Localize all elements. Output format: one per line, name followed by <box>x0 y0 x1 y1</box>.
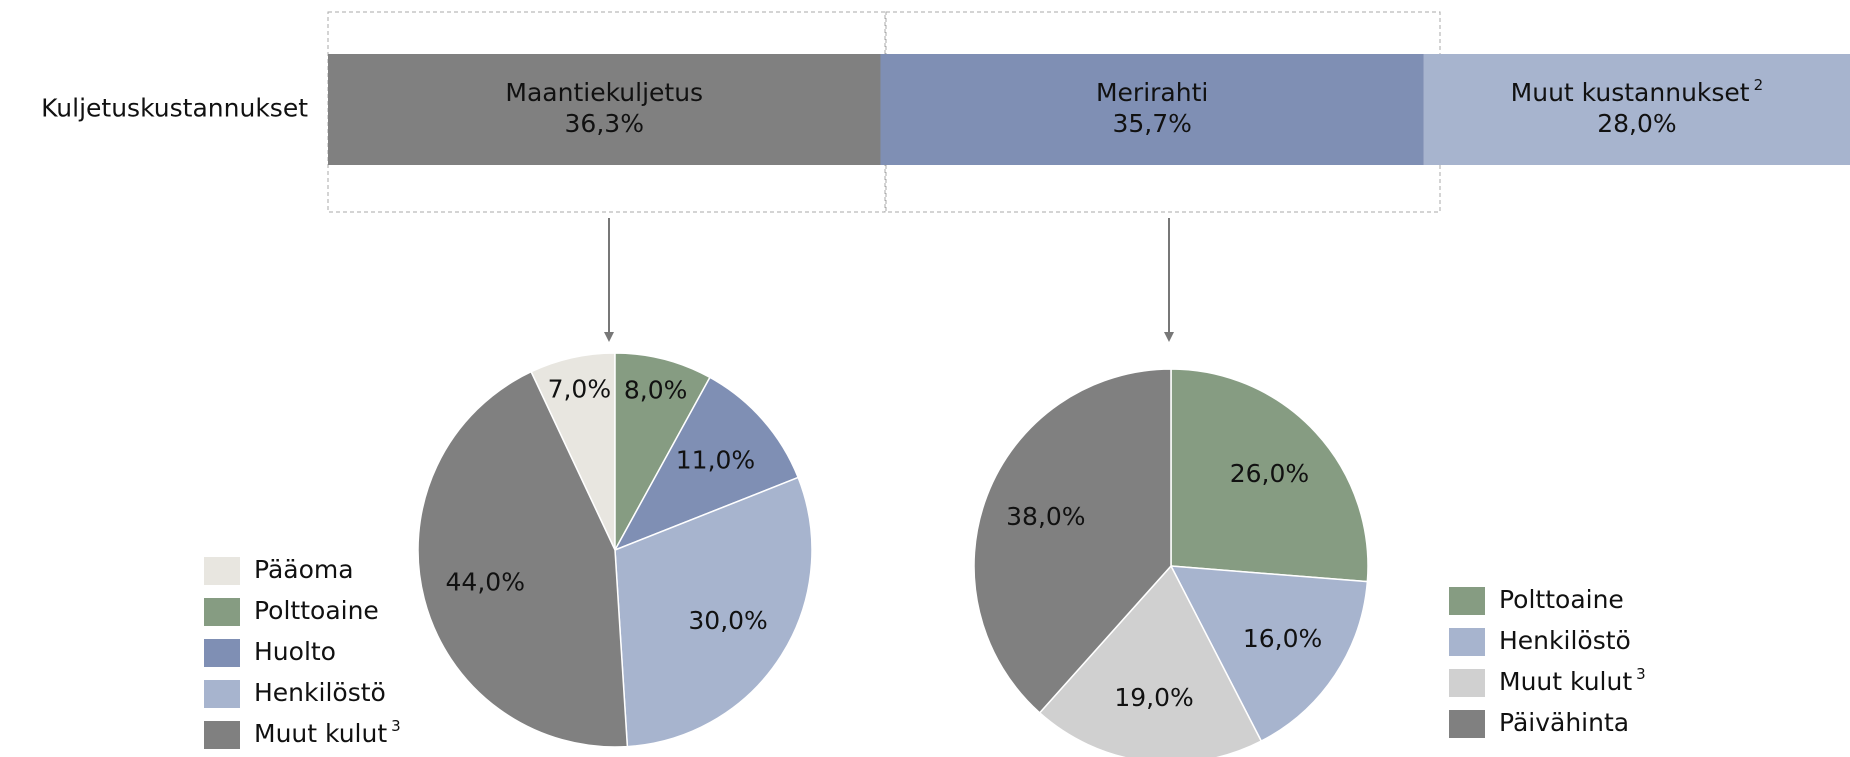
segment-name: Maantiekuljetus <box>505 78 703 107</box>
legend-label-main: Henkilöstö <box>1499 626 1631 655</box>
data-label: 8,0% <box>624 376 688 405</box>
pie-slice <box>1038 564 1263 757</box>
pie-slice <box>1170 368 1369 583</box>
legend-label: Polttoaine <box>1499 585 1624 614</box>
bar-segment <box>328 54 881 165</box>
legend-swatch <box>1449 669 1485 697</box>
segment-name: Muut kustannukset 2 <box>1511 76 1763 108</box>
data-label: 28,0% <box>1597 109 1676 138</box>
pie-slice <box>614 352 711 551</box>
segment-name: Merirahti <box>1096 78 1208 107</box>
data-label: 36,3% <box>565 109 644 138</box>
bar-segment <box>1423 54 1850 165</box>
pie-slice <box>613 376 800 552</box>
segment-name-main: Merirahti <box>1096 78 1208 107</box>
data-label: 19,0% <box>1114 683 1193 712</box>
legend-label-main: Huolto <box>254 637 336 666</box>
segment-name-main: Muut kustannukset <box>1511 78 1750 107</box>
y-tick-label: Kuljetuskustannukset <box>41 94 308 123</box>
data-label: 38,0% <box>1006 502 1085 531</box>
legend-label-main: Päivähinta <box>1499 708 1629 737</box>
data-label: 26,0% <box>1230 459 1309 488</box>
legend-label-main: Pääoma <box>254 555 354 584</box>
pie-slice <box>417 370 629 748</box>
legend-label: Henkilöstö <box>1499 626 1631 655</box>
legend-label-main: Polttoaine <box>254 596 379 625</box>
legend-label: Muut kulut 3 <box>1499 665 1646 697</box>
legend-label: Henkilöstö <box>254 678 386 707</box>
bar-segment <box>880 54 1424 165</box>
legend-label: Pääoma <box>254 555 354 584</box>
legend-swatch <box>204 680 240 708</box>
pie-slice <box>973 368 1172 714</box>
legend-label: Polttoaine <box>254 596 379 625</box>
pie-slice <box>1169 565 1369 743</box>
legend-swatch <box>204 557 240 585</box>
pie-slice <box>614 476 813 748</box>
legend-swatch <box>204 721 240 749</box>
legend-label-main: Muut kulut <box>1499 667 1632 696</box>
legend-swatch <box>1449 587 1485 615</box>
data-label: 30,0% <box>688 606 767 635</box>
legend-label: Päivähinta <box>1499 708 1629 737</box>
legend-label: Muut kulut 3 <box>254 717 401 749</box>
data-label: 35,7% <box>1112 109 1191 138</box>
data-label: 44,0% <box>446 567 525 596</box>
data-label: 16,0% <box>1243 624 1322 653</box>
segment-name-note: 2 <box>1754 76 1764 94</box>
legend-label-main: Henkilöstö <box>254 678 386 707</box>
legend-swatch <box>204 639 240 667</box>
legend-swatch <box>1449 628 1485 656</box>
legend-label-note: 3 <box>1636 665 1646 683</box>
legend-label-note: 3 <box>391 717 401 735</box>
legend-label-main: Polttoaine <box>1499 585 1624 614</box>
data-label: 7,0% <box>548 374 612 403</box>
legend-swatch <box>204 598 240 626</box>
legend-label: Huolto <box>254 637 336 666</box>
data-label: 11,0% <box>676 445 755 474</box>
segment-name-main: Maantiekuljetus <box>505 78 703 107</box>
legend-swatch <box>1449 710 1485 738</box>
legend-label-main: Muut kulut <box>254 719 387 748</box>
